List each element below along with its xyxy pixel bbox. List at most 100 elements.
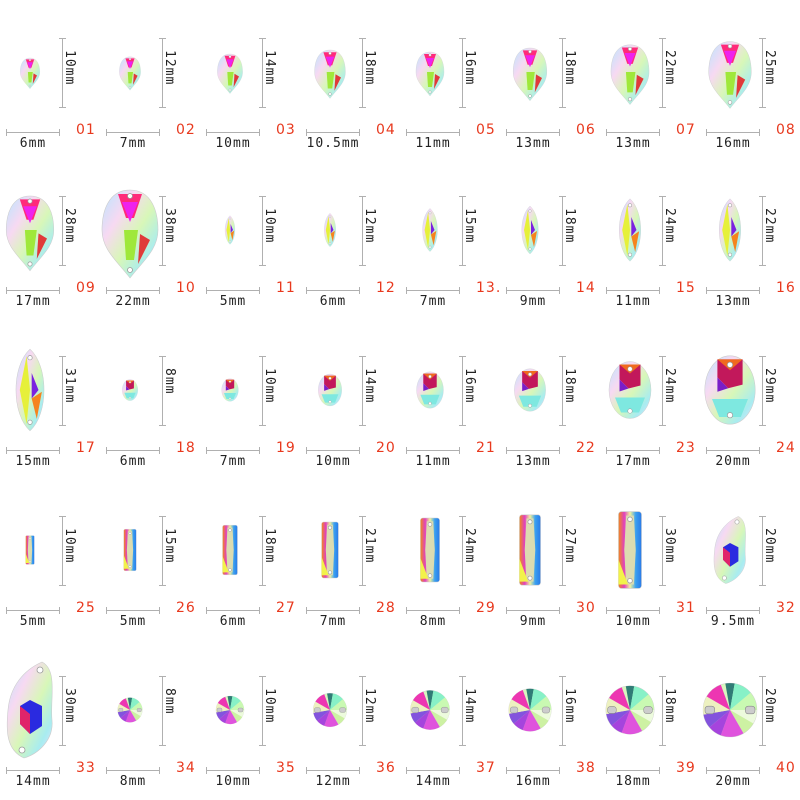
height-label: 29mm [762,368,777,404]
crystal-item: 21mm 7mm 28 [300,478,395,638]
drop-crystal-icon [101,189,159,279]
item-number: 32 [776,600,796,616]
crystal-item: 10mm 5mm 11 [200,158,295,318]
crystal-row: 30mm 14mm 33 8mm 8mm 34 10mm 10mm 35 12mm 12mm 36 14… [0,638,800,798]
height-label: 12mm [362,688,377,724]
height-guide [59,516,66,586]
height-label: 21mm [362,528,377,564]
crystal-item: 18mm 18mm 39 [600,638,695,798]
item-number: 20 [376,440,396,456]
crystal-row: 10mm 6mm 01 12mm 7mm 02 14mm 10mm 03 18mm 10.5mm 04… [0,0,800,160]
height-label: 14mm [362,368,377,404]
width-label: 9.5mm [710,614,756,629]
height-guide [159,676,166,746]
width-guide [206,607,260,614]
height-guide [259,356,266,426]
height-label: 22mm [662,50,677,86]
crystal-item: 20mm 9.5mm 32 [700,478,795,638]
crystal-item: 15mm 5mm 26 [100,478,195,638]
height-label: 18mm [262,528,277,564]
height-guide [159,356,166,426]
width-guide [506,767,560,774]
oval-crystal-icon [514,368,546,412]
item-number: 39 [676,760,696,776]
height-label: 28mm [62,208,77,244]
crystal-item: 12mm 12mm 36 [300,638,395,798]
height-guide [359,196,366,266]
crystal-item: 28mm 17mm 09 [0,158,95,318]
height-guide [359,38,366,108]
width-label: 10mm [215,136,251,151]
item-number: 06 [576,122,596,138]
crystal-item: 22mm 13mm 16 [700,158,795,318]
width-label: 7mm [219,454,247,469]
width-guide [6,767,60,774]
height-guide [559,38,566,108]
height-label: 22mm [762,208,777,244]
height-label: 10mm [262,208,277,244]
item-number: 03 [276,122,296,138]
item-number: 25 [76,600,96,616]
height-guide [59,356,66,426]
width-guide [406,287,460,294]
height-label: 18mm [662,688,677,724]
height-guide [559,676,566,746]
width-label: 16mm [515,774,551,789]
width-label: 6mm [219,614,247,629]
navette-crystal-icon [619,198,641,262]
item-number: 23 [676,440,696,456]
crystal-row: 10mm 5mm 25 15mm 5mm 26 18mm 6mm 27 21mm 7mm 28 24mm… [0,478,800,638]
item-number: 10 [176,280,196,296]
height-label: 10mm [262,368,277,404]
rect-crystal-icon [25,535,35,565]
height-guide [559,356,566,426]
height-label: 15mm [162,528,177,564]
crystal-item: 31mm 15mm 17 [0,318,95,478]
width-guide [606,129,660,136]
width-guide [406,129,460,136]
height-label: 20mm [762,528,777,564]
navette-crystal-icon [324,213,336,247]
width-guide [206,767,260,774]
width-label: 13mm [615,136,651,151]
crystal-item: 38mm 22mm 10 [100,158,195,318]
height-label: 18mm [562,50,577,86]
height-label: 10mm [62,528,77,564]
navette-crystal-icon [224,215,236,245]
height-guide [159,38,166,108]
width-label: 12mm [315,774,351,789]
width-guide [506,287,560,294]
width-guide [606,607,660,614]
height-guide [459,196,466,266]
oval-crystal-icon [704,355,756,425]
width-guide [306,767,360,774]
crystal-item: 14mm 14mm 37 [400,638,495,798]
width-label: 20mm [715,454,751,469]
crystal-item: 18mm 6mm 27 [200,478,295,638]
height-label: 8mm [162,368,177,395]
oval-crystal-icon [122,379,138,401]
width-guide [606,447,660,454]
item-number: 28 [376,600,396,616]
crystal-item: 18mm 10.5mm 04 [300,0,395,160]
rivoli-crystal-icon [702,682,758,738]
rect-crystal-icon [618,511,642,589]
item-number: 33 [76,760,96,776]
oval-crystal-icon [318,373,342,407]
width-guide [706,287,760,294]
width-label: 6mm [19,136,47,151]
width-label: 5mm [19,614,47,629]
rect-crystal-icon [123,529,137,571]
height-label: 18mm [562,368,577,404]
item-number: 09 [76,280,96,296]
rect-crystal-icon [420,517,440,583]
crystal-item: 14mm 10mm 20 [300,318,395,478]
navette-crystal-icon [15,348,45,432]
height-guide [759,38,766,108]
crystal-item: 10mm 10mm 35 [200,638,295,798]
height-label: 8mm [162,688,177,715]
width-label: 9mm [519,294,547,309]
width-label: 16mm [715,136,751,151]
crystal-item: 10mm 7mm 19 [200,318,295,478]
navette-crystal-icon [521,205,539,255]
